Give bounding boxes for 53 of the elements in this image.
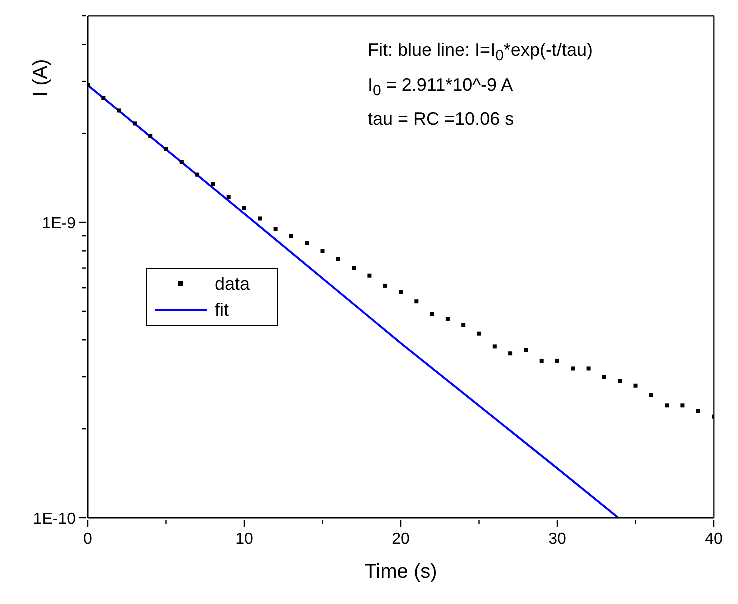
annotation: Fit: blue line: I=I$_{0}$*exp(-t/tau): [368, 39, 593, 67]
x-tick-label: 0: [84, 531, 93, 548]
y-tick-label: 1E-9: [42, 216, 76, 233]
point: [226, 195, 231, 200]
legend-label: data: [215, 274, 250, 294]
point: [649, 393, 654, 398]
point: [665, 404, 670, 408]
point: [336, 257, 340, 262]
point: [634, 384, 638, 388]
point: [446, 317, 450, 322]
y-tick-label: 1E-10: [33, 511, 76, 528]
point: [368, 274, 372, 278]
point: [320, 249, 325, 254]
y-axis-title: I (A): [30, 59, 52, 97]
point: [492, 344, 497, 349]
point: [305, 241, 310, 246]
point: [586, 366, 591, 371]
point: [196, 172, 200, 177]
point: [602, 375, 606, 380]
point: [148, 134, 153, 138]
point: [399, 290, 403, 294]
point: [571, 366, 576, 371]
x-tick-label: 20: [392, 531, 410, 548]
annotation: tau = RC =10.06 s: [368, 108, 516, 132]
point: [477, 332, 482, 336]
point: [102, 96, 106, 100]
x-axis-title: Time (s): [364, 561, 438, 583]
x-tick-label: 30: [548, 531, 566, 548]
point: [462, 322, 466, 327]
point: [132, 122, 137, 126]
x-tick-label: 40: [705, 531, 723, 548]
x-tick-label: 10: [236, 531, 254, 548]
point: [508, 352, 513, 356]
point: [258, 216, 262, 221]
point: [680, 404, 685, 408]
point: [274, 227, 278, 232]
point: [383, 284, 388, 288]
point: [352, 266, 356, 270]
point: [618, 379, 622, 384]
annotation: I$_{0}$ = 2.911*10^-9 A: [368, 74, 514, 102]
point: [540, 358, 544, 363]
point: [242, 206, 246, 210]
point: [414, 300, 419, 304]
point: [430, 312, 434, 316]
point: [117, 108, 122, 113]
point: [164, 147, 168, 152]
point: [556, 358, 560, 363]
point: [289, 234, 294, 238]
point: [524, 348, 528, 352]
point: [211, 182, 216, 186]
legend-label: fit: [215, 300, 230, 320]
point: [696, 409, 700, 414]
point: [180, 160, 184, 164]
